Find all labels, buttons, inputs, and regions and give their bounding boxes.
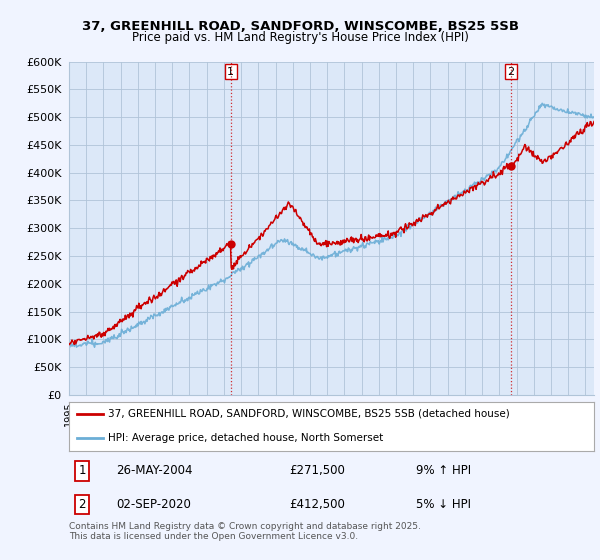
Text: 9% ↑ HPI: 9% ↑ HPI — [415, 464, 470, 477]
Text: £412,500: £412,500 — [290, 498, 346, 511]
Text: 26-MAY-2004: 26-MAY-2004 — [116, 464, 193, 477]
Text: Contains HM Land Registry data © Crown copyright and database right 2025.
This d: Contains HM Land Registry data © Crown c… — [69, 522, 421, 542]
Text: 2: 2 — [79, 498, 86, 511]
Text: 37, GREENHILL ROAD, SANDFORD, WINSCOMBE, BS25 5SB (detached house): 37, GREENHILL ROAD, SANDFORD, WINSCOMBE,… — [109, 409, 510, 419]
Text: £271,500: £271,500 — [290, 464, 346, 477]
Text: 5% ↓ HPI: 5% ↓ HPI — [415, 498, 470, 511]
Text: 1: 1 — [227, 67, 235, 77]
Text: 1: 1 — [79, 464, 86, 477]
Text: HPI: Average price, detached house, North Somerset: HPI: Average price, detached house, Nort… — [109, 433, 383, 444]
Text: Price paid vs. HM Land Registry's House Price Index (HPI): Price paid vs. HM Land Registry's House … — [131, 31, 469, 44]
Text: 2: 2 — [507, 67, 514, 77]
Text: 02-SEP-2020: 02-SEP-2020 — [116, 498, 191, 511]
Text: 37, GREENHILL ROAD, SANDFORD, WINSCOMBE, BS25 5SB: 37, GREENHILL ROAD, SANDFORD, WINSCOMBE,… — [82, 20, 518, 32]
